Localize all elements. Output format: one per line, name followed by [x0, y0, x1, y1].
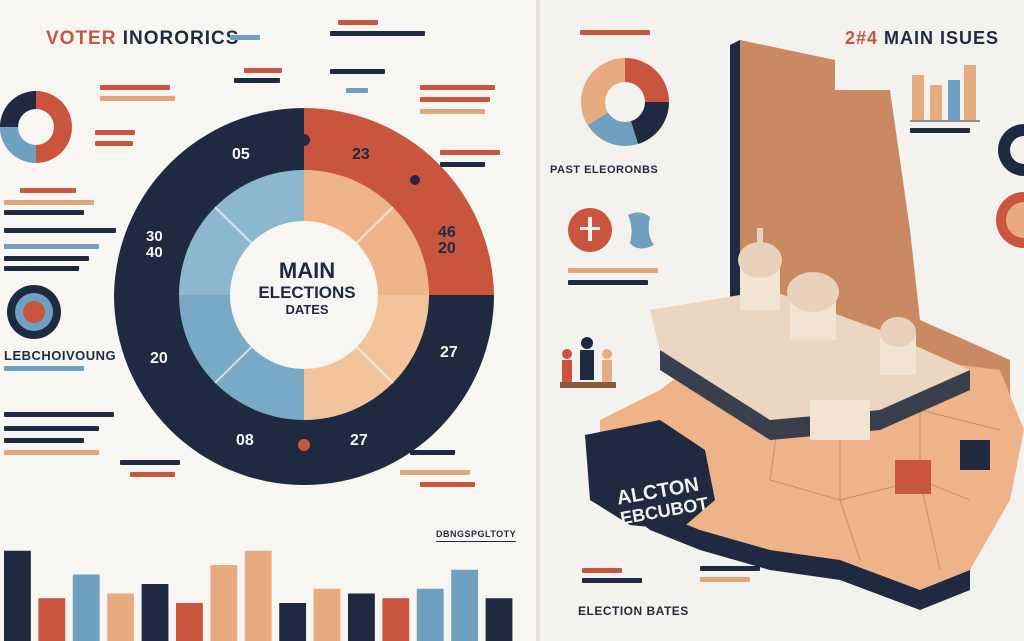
elections-dates-wheel: [114, 108, 494, 485]
right-infographic-panel: 2#4 MAIN ISUES PAST ELEORONBS: [540, 0, 1024, 641]
wheel-number-top-left: 05: [232, 146, 250, 163]
people-figures-icon: [560, 337, 616, 388]
wheel-center-text: MAIN ELECTIONS DATES: [232, 258, 382, 318]
small-building-icon: [895, 460, 931, 494]
capitol-building-icon: [650, 228, 970, 440]
bar-12: [382, 598, 410, 641]
wheel-center: [230, 221, 378, 369]
bar-1: [4, 550, 31, 641]
title-part-info: INORORICS: [122, 28, 240, 49]
election-dates-footer: ELECTION BATES: [578, 604, 689, 618]
edge-ring-icon: [996, 192, 1024, 248]
footer-label-left: DBNGSPGLTOTY: [436, 529, 517, 539]
title-year: 2#4: [845, 28, 879, 48]
wheel-number-right-lower: 20: [438, 240, 456, 257]
bar-13: [416, 588, 444, 641]
state-map-illustration: [560, 40, 1024, 610]
left-infographic-panel: VOTER INORORICS: [0, 20, 517, 641]
edge-donut-icon: [998, 124, 1024, 176]
wheel-number-left: 20: [150, 350, 168, 367]
small-donut-chart-top: [0, 91, 72, 163]
wheel-number-bottom-left: 08: [236, 432, 254, 449]
title-main-issues: MAIN ISUES: [878, 28, 1000, 48]
issues-pie-chart: [581, 58, 669, 146]
bar-3: [72, 574, 100, 641]
issues-mini-bar-chart: [910, 65, 980, 122]
wheel-center-line-1: MAIN: [278, 258, 336, 283]
bar-8: [244, 550, 272, 641]
map-shape-icon: [628, 212, 654, 249]
bar-9: [279, 603, 307, 641]
wheel-number-bottom: 27: [350, 432, 368, 449]
side-label: LEBCHOIVOUNG: [4, 348, 117, 363]
bar-15: [485, 598, 513, 641]
factory-icon: [960, 440, 990, 470]
title-part-voter: VOTER: [46, 28, 123, 49]
voter-info-title: VOTER INORORICS: [46, 28, 239, 50]
bar-7: [210, 565, 238, 641]
wheel-center-line-2: ELECTIONS: [258, 283, 356, 303]
bar-4: [107, 593, 135, 641]
election-icons: [568, 208, 654, 252]
bar-2: [38, 598, 66, 641]
map-dark-county: [585, 420, 715, 530]
bar-14: [451, 569, 479, 641]
bottom-bar-chart: [4, 550, 513, 641]
bar-5: [141, 584, 169, 641]
mini-bar-caption: [910, 128, 970, 133]
ring-icon: [7, 285, 61, 339]
wheel-number-top-right: 23: [352, 146, 370, 163]
wheel-number-left-upper: 30: [146, 228, 163, 245]
bar-10: [313, 588, 341, 641]
wheel-number-right-upper: 46: [438, 224, 456, 241]
bar-6: [176, 603, 203, 641]
panel-divider: [536, 0, 540, 641]
footer-underline: [436, 541, 516, 542]
bar-11: [348, 593, 375, 641]
past-elections-label: PAST ELEORONBS: [550, 164, 659, 176]
wheel-center-line-3: DATES: [285, 301, 329, 317]
wheel-number-bottom-right: 27: [440, 344, 458, 361]
header-bar-decoration: [580, 30, 650, 35]
wheel-number-left-lower: 40: [146, 244, 163, 261]
main-issues-title: 2#4 MAIN ISUES: [845, 28, 999, 49]
